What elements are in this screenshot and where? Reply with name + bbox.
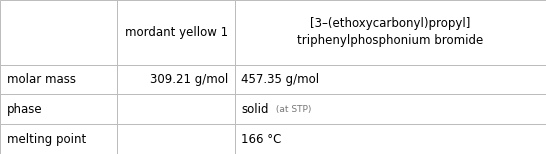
Bar (0, 124, 117, 154)
Bar (117, 0, 235, 65)
Bar (235, 124, 546, 154)
Text: mordant yellow 1: mordant yellow 1 (124, 26, 228, 39)
Bar (0, 65, 117, 95)
Bar (117, 95, 235, 124)
Bar (117, 124, 235, 154)
Text: molar mass: molar mass (7, 73, 75, 86)
Bar (235, 65, 546, 95)
Bar (235, 95, 546, 124)
Bar (0, 95, 117, 124)
Bar (235, 0, 546, 65)
Text: melting point: melting point (7, 133, 86, 146)
Text: [3–(ethoxycarbonyl)propyl]
triphenylphosphonium bromide: [3–(ethoxycarbonyl)propyl] triphenylphos… (297, 17, 484, 47)
Text: 309.21 g/mol: 309.21 g/mol (150, 73, 228, 86)
Text: solid: solid (241, 103, 269, 116)
Text: 166 °C: 166 °C (241, 133, 282, 146)
Text: (at STP): (at STP) (273, 105, 311, 114)
Text: 457.35 g/mol: 457.35 g/mol (241, 73, 319, 86)
Text: phase: phase (7, 103, 42, 116)
Bar (0, 0, 117, 65)
Bar (117, 65, 235, 95)
